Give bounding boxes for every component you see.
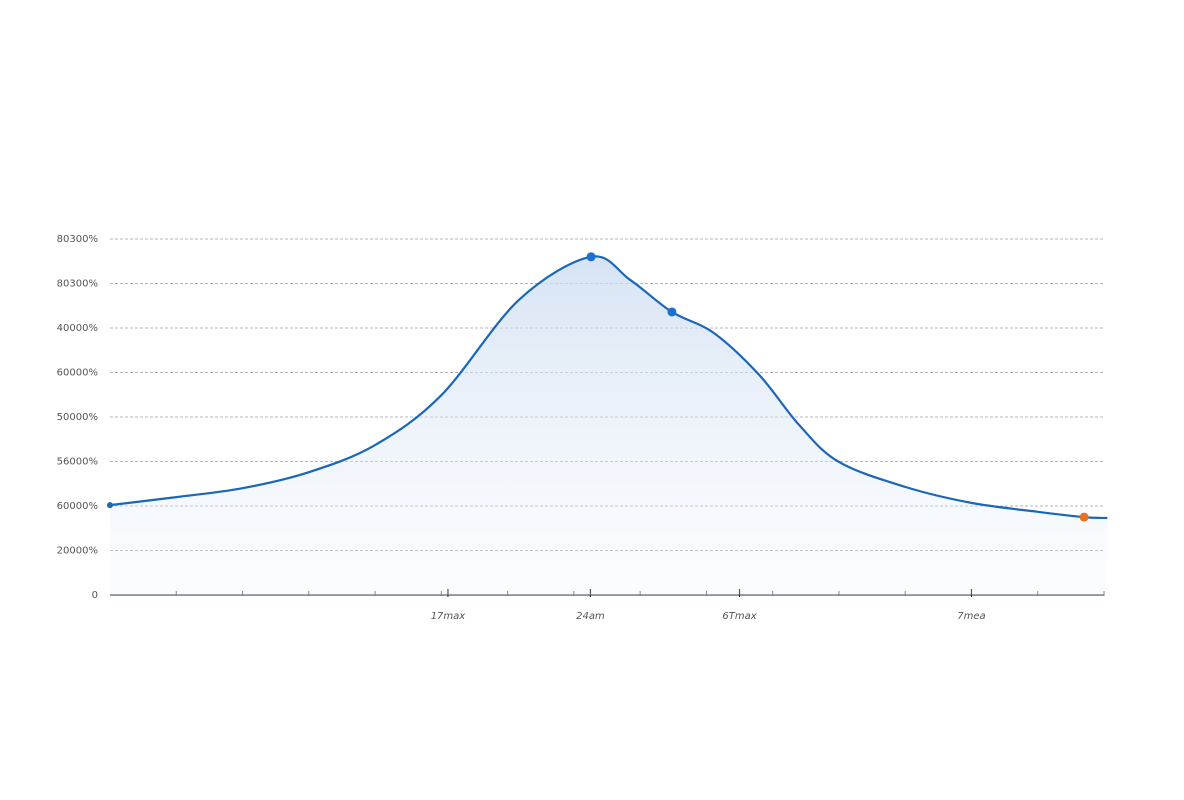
x-tick-label: 6Tmax <box>722 611 756 622</box>
y-tick-label: 56000% <box>57 457 98 468</box>
x-tick-label: 17max <box>431 611 466 622</box>
y-tick-label: 50000% <box>57 412 98 423</box>
x-tick-label: 24am <box>576 611 605 622</box>
area <box>110 256 1108 595</box>
y-tick-label: 60000% <box>57 368 98 379</box>
marker <box>107 502 113 509</box>
marker <box>667 307 677 317</box>
y-tick-label: 60000% <box>57 501 98 512</box>
line <box>109 255 1108 520</box>
y-tick-label: 20000% <box>57 546 98 557</box>
y-tick-label: 80300% <box>57 234 98 245</box>
y-tick-label: 80300% <box>57 279 98 290</box>
y-tick-label: 40000% <box>57 323 98 334</box>
x-tick-label: 7mea <box>957 611 985 622</box>
marker <box>1079 512 1089 522</box>
y-tick-label: 0 <box>92 590 98 601</box>
marker <box>586 252 596 262</box>
